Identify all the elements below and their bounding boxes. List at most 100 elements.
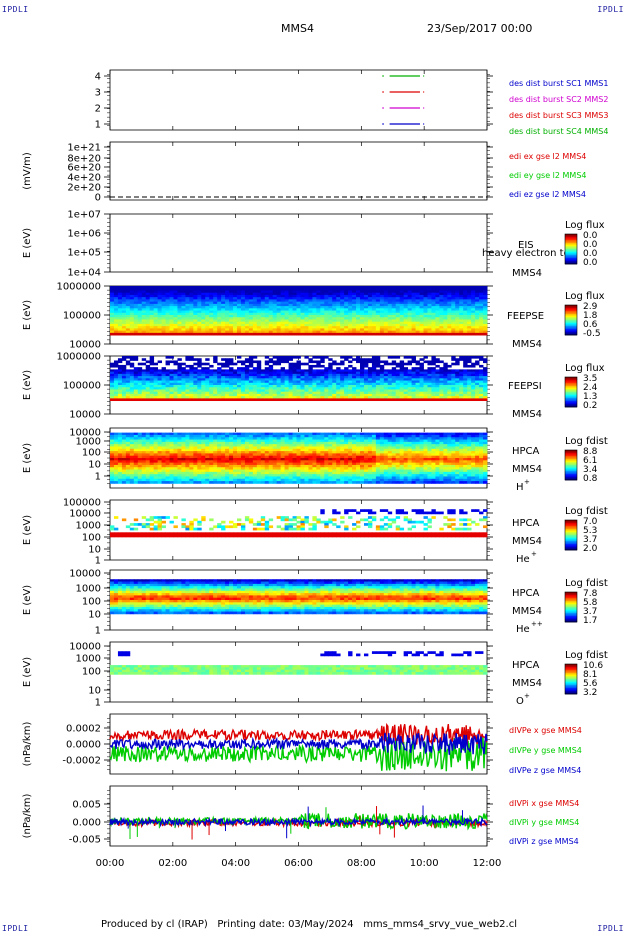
- spectrogram-cell: [256, 310, 262, 314]
- spectrogram-cell: [181, 396, 186, 399]
- spectrogram-cell: [411, 360, 416, 364]
- spectrogram-cell: [113, 396, 119, 399]
- spectrogram-cell: [288, 376, 293, 379]
- spectrogram-cell: [431, 319, 436, 323]
- spectrogram-cell: [197, 286, 202, 289]
- spectrogram-cell: [427, 317, 432, 320]
- spectrogram-cell: [304, 326, 309, 329]
- spectrogram-cell: [360, 301, 365, 305]
- spectrogram-cell: [288, 393, 293, 397]
- spectrogram-cell: [395, 396, 401, 399]
- spectrogram-cell: [217, 330, 222, 334]
- spectrogram-cell: [256, 292, 262, 296]
- spectrogram-cell: [344, 385, 349, 388]
- spectrogram-cell: [415, 328, 420, 332]
- spectrogram-cell: [201, 378, 206, 381]
- spectrogram-cell: [244, 437, 250, 440]
- spectrogram-cell: [348, 303, 353, 307]
- spectrogram-cell: [439, 294, 444, 298]
- spectrogram-cell: [137, 292, 143, 296]
- spectrogram-cell: [201, 317, 206, 320]
- spectrogram-cell: [117, 387, 123, 390]
- spectrogram-cell: [423, 382, 428, 386]
- spectrogram-cell: [431, 294, 436, 298]
- spectrogram-cell: [141, 306, 147, 309]
- spectrogram-cell: [236, 380, 242, 384]
- spectrogram-cell: [332, 330, 337, 334]
- spectrogram-cell: [165, 393, 170, 397]
- spectrogram-cell: [121, 312, 127, 316]
- spectrogram-cell: [371, 360, 377, 364]
- spectrogram-cell: [316, 288, 321, 291]
- spectrogram-cell: [248, 326, 254, 329]
- spectrogram-cell: [173, 312, 178, 316]
- spectrogram-cell: [213, 356, 218, 359]
- spectrogram-cell: [221, 332, 226, 336]
- spectrogram-cell: [169, 434, 174, 438]
- spectrogram-cell: [117, 286, 123, 289]
- spectrogram-cell: [145, 393, 151, 397]
- spectrogram-cell: [463, 299, 468, 303]
- spectrogram-cell: [375, 315, 381, 318]
- spectrogram-cell: [435, 358, 440, 361]
- spectrogram-cell: [463, 323, 468, 327]
- spectrogram-cell: [161, 301, 166, 305]
- spectrogram-cell: [435, 389, 440, 393]
- spectrogram-cell: [252, 297, 258, 300]
- spectrogram-cell: [157, 319, 162, 323]
- spectrogram-cell: [113, 446, 119, 450]
- spectrogram-cell: [205, 310, 210, 314]
- spectrogram-cell: [133, 464, 139, 468]
- spectrogram-cell: [165, 288, 170, 291]
- spectrogram-cell: [328, 317, 333, 320]
- spectrogram-cell: [229, 380, 234, 384]
- spectrogram-cell: [447, 290, 452, 294]
- spectrogram-cell: [479, 364, 484, 368]
- spectrogram-cell: [360, 398, 365, 402]
- spectrogram-cell: [276, 358, 282, 361]
- spectrogram-cell: [141, 371, 147, 375]
- spectrogram-cell: [403, 299, 409, 303]
- spectrogram-cell: [475, 387, 480, 390]
- spectrogram-cell: [475, 299, 480, 303]
- spectrogram-cell: [292, 315, 297, 318]
- spectrogram-cell: [471, 286, 476, 289]
- spectrogram-cell: [197, 391, 202, 395]
- spectrogram-cell: [169, 432, 174, 436]
- panel-frame-1: [109, 69, 488, 131]
- spectrogram-cell: [431, 385, 436, 388]
- spectrogram-cell: [129, 308, 135, 311]
- spectrogram-cell: [236, 308, 242, 311]
- spectrogram-cell: [356, 356, 361, 359]
- spectrogram-cell: [296, 396, 301, 399]
- spectrogram-cell: [427, 369, 432, 373]
- spectrogram-cell: [320, 290, 325, 294]
- spectrogram-cell: [149, 385, 155, 388]
- spectrogram-cell: [110, 328, 115, 332]
- spectrogram-cell: [268, 376, 274, 379]
- spectrogram-cell: [205, 306, 210, 309]
- spectrogram-cell: [284, 303, 289, 307]
- spectrogram-cell: [423, 369, 428, 373]
- spectrogram-cell: [296, 297, 301, 300]
- spectrogram-cell: [332, 398, 337, 402]
- spectrogram-cell: [233, 464, 238, 468]
- spectrogram-cell: [316, 332, 321, 336]
- spectrogram-cell: [233, 481, 238, 484]
- spectrogram-cell: [236, 448, 242, 452]
- spectrogram-cell: [387, 292, 393, 296]
- colorbar-step: [565, 234, 577, 236]
- spectrogram-cell: [181, 308, 186, 311]
- spectrogram-cell: [308, 312, 313, 316]
- y-tick-label: 1e+04: [67, 268, 101, 279]
- y-tick-label: 100: [82, 448, 101, 459]
- spectrogram-cell: [463, 356, 468, 359]
- spectrogram-cell: [197, 308, 202, 311]
- spectrogram-cell: [197, 467, 202, 470]
- spectrogram-cell: [348, 308, 353, 311]
- spectrogram-cell: [360, 330, 365, 334]
- spectrogram-cell: [320, 326, 325, 329]
- spectrogram-cell: [407, 297, 412, 300]
- spectrogram-cell: [165, 453, 170, 457]
- spectrogram-cell: [407, 393, 412, 397]
